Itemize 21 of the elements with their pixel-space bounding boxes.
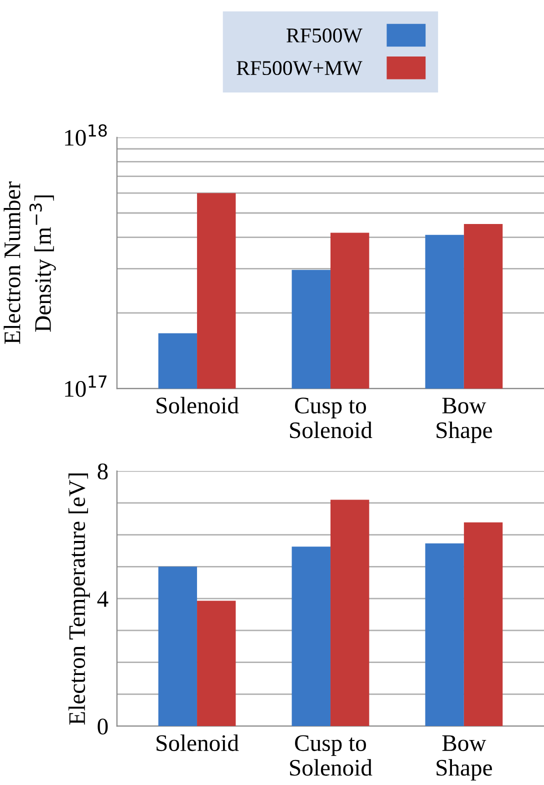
y-tick-label: 0 [98,718,108,735]
bar [292,546,330,726]
y-tick-label: 10$^{18}$ [65,124,107,146]
x-tick-label: Cusp to Solenoid [290,735,372,776]
x-tick-label: Solenoid [156,396,239,414]
x-tick-label: Solenoid [156,734,239,752]
bar [197,600,236,726]
y-tick-label: 8 [98,463,108,480]
x-tick-label: Bow Shape [436,398,492,444]
bar [464,522,503,726]
y-axis-title: Electron Temperature [eV] [68,474,90,725]
bar [425,543,464,726]
bar [330,500,370,726]
x-tick-label: Cusp to Solenoid [290,398,372,438]
y-tick-label: 10$^{17}$ [65,376,107,397]
y-axis-title: Electron Number Density [m$^{−3}$] [4,182,56,344]
legend-label: RF500W [286,28,362,43]
y-tick-label: 4 [97,591,108,607]
bar [158,566,198,726]
legend-label: RF500W+MW [236,61,362,76]
x-tick-label: Bow Shape [436,735,492,781]
